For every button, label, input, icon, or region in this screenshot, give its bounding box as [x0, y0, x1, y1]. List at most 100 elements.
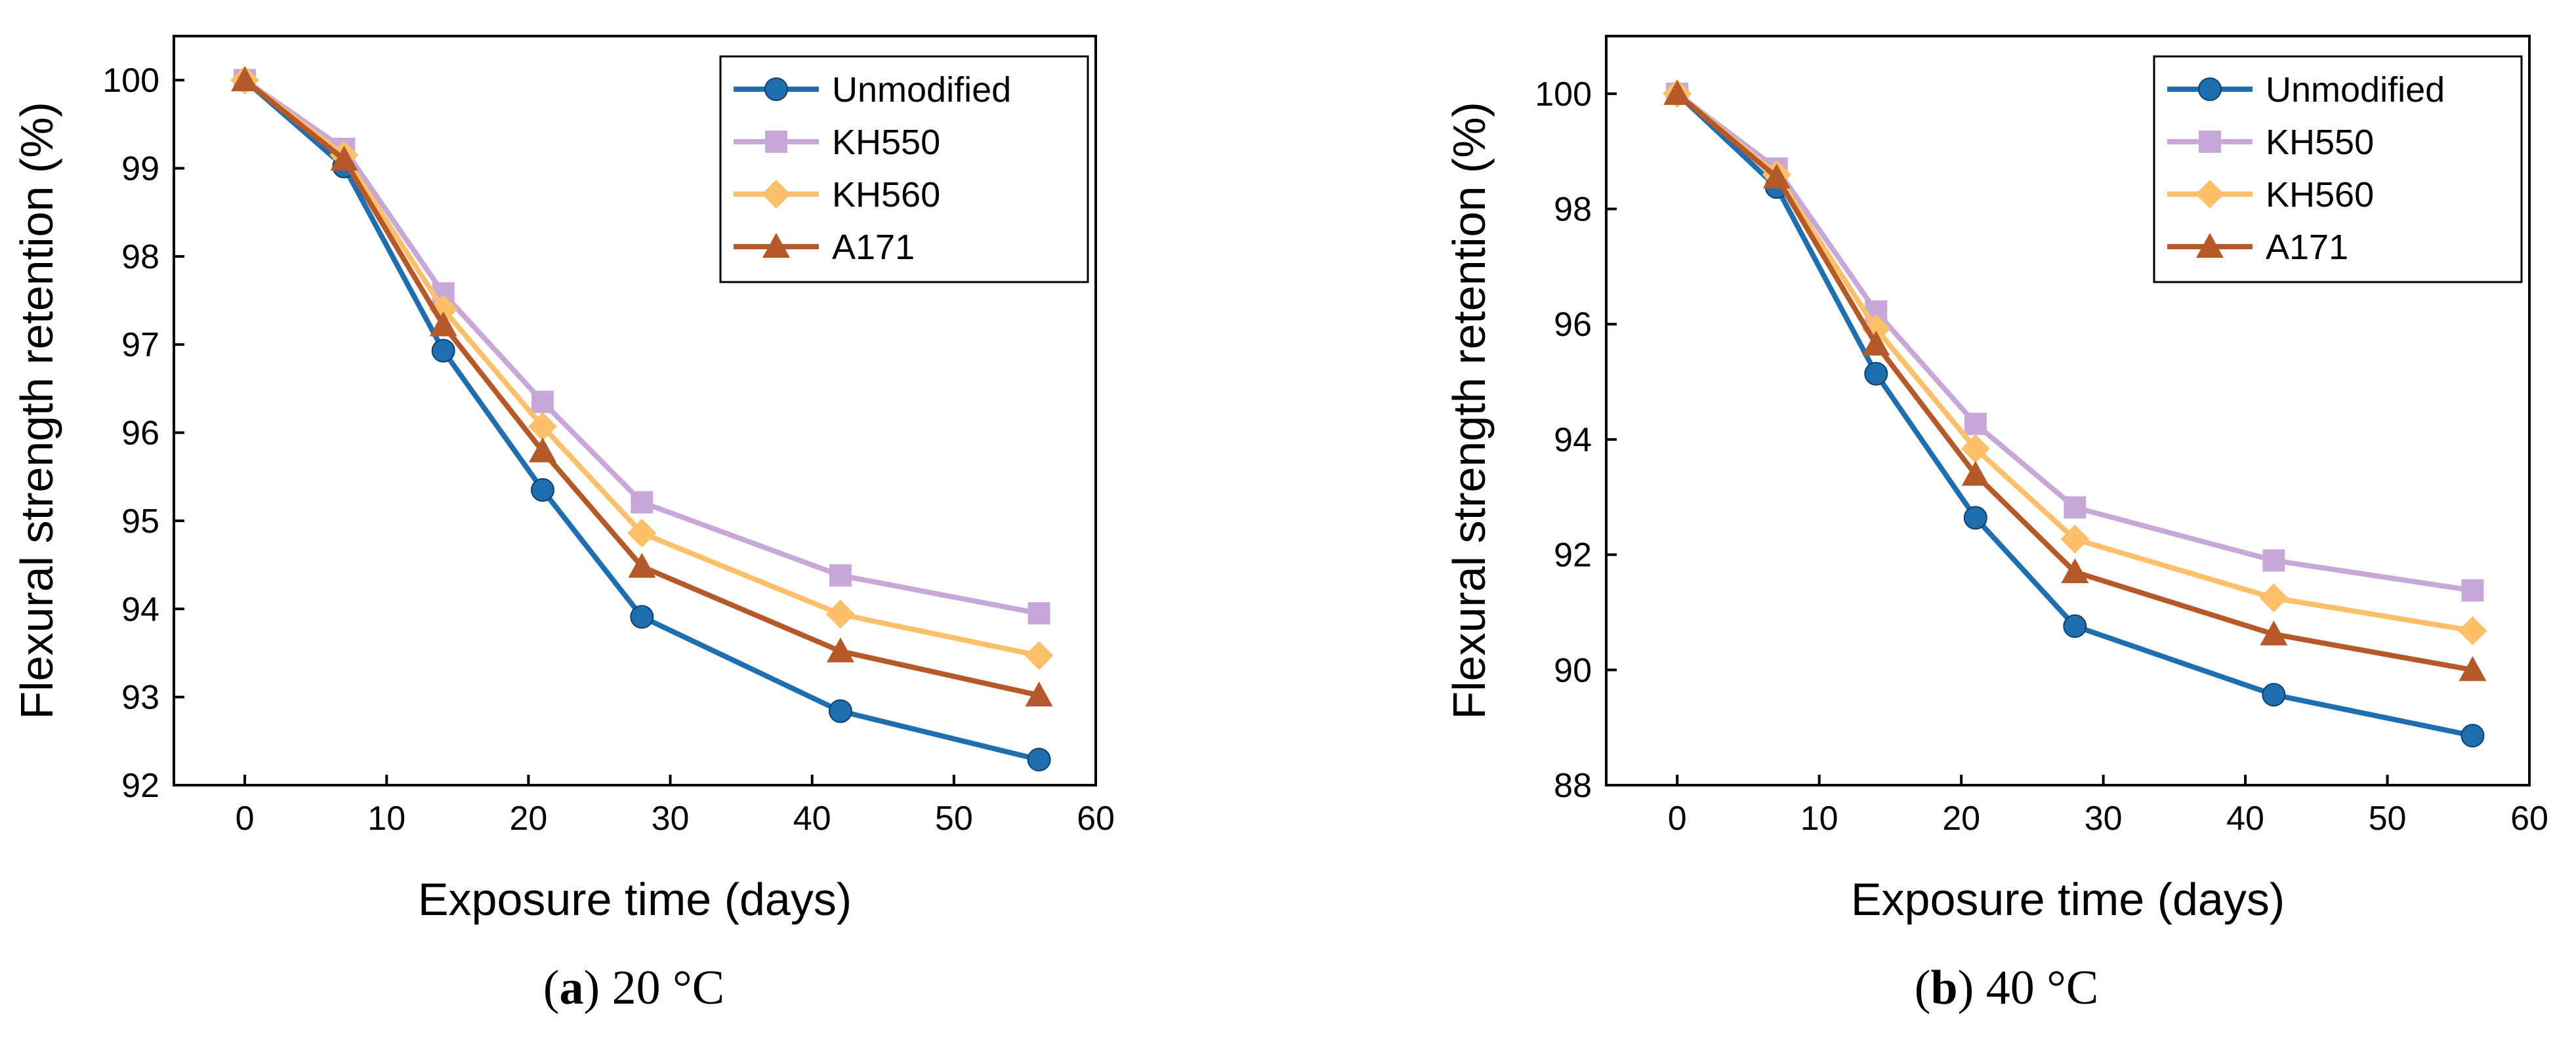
- x-tick-label: 10: [367, 800, 405, 838]
- data-point: [330, 146, 358, 171]
- x-tick-label: 60: [1077, 800, 1115, 838]
- legend-label: KH550: [2266, 123, 2374, 162]
- y-tick-label: 94: [1554, 421, 1592, 459]
- data-point: [2459, 656, 2487, 682]
- legend-label: Unmodified: [832, 70, 1011, 110]
- legend: Unmodified KH550 KH560 A171: [719, 55, 1089, 283]
- legend-label: KH550: [832, 123, 940, 162]
- legend-marker: [762, 180, 791, 209]
- data-point: [1028, 602, 1050, 625]
- data-point: [529, 437, 556, 462]
- legend-label: KH560: [2266, 175, 2374, 214]
- data-point: [2262, 549, 2285, 572]
- data-point: [531, 478, 554, 502]
- series-a171: [1663, 79, 2487, 682]
- legend-entry: KH550: [734, 123, 940, 162]
- data-point: [429, 311, 457, 337]
- data-point: [2260, 620, 2288, 645]
- data-point: [2259, 583, 2289, 613]
- data-point: [1025, 681, 1053, 706]
- y-tick-label: 95: [121, 502, 159, 541]
- legend-label: Unmodified: [2266, 70, 2445, 110]
- y-tick-label: 100: [1535, 75, 1592, 113]
- x-axis-label: Exposure time (days): [418, 874, 852, 925]
- data-point: [826, 637, 854, 663]
- legend-label: A171: [832, 228, 915, 267]
- y-tick-label: 94: [121, 590, 159, 628]
- legend-marker: [765, 131, 787, 153]
- data-point: [825, 600, 855, 629]
- data-point: [231, 66, 259, 92]
- x-tick-label: 0: [236, 800, 255, 838]
- data-point: [627, 518, 657, 548]
- series-a171: [231, 66, 1053, 706]
- caption-open: (: [543, 961, 560, 1015]
- legend-label: A171: [2266, 228, 2348, 267]
- caption-letter: b: [1930, 961, 1957, 1015]
- data-point: [630, 605, 654, 629]
- x-tick-label: 20: [509, 800, 547, 838]
- legend-marker: [2199, 131, 2221, 153]
- data-point: [1963, 506, 1987, 530]
- x-axis-label: Exposure time (days): [1851, 874, 2285, 925]
- legend-marker: [764, 77, 788, 101]
- y-tick-label: 99: [121, 150, 159, 188]
- data-point: [1964, 413, 1987, 436]
- y-tick-label: 96: [121, 415, 159, 453]
- data-point: [1861, 314, 1891, 344]
- panel-caption: (b) 40 °C: [1915, 961, 2098, 1015]
- x-tick-label: 40: [793, 800, 831, 838]
- x-tick-label: 40: [2226, 800, 2264, 838]
- y-tick-label: 92: [1554, 537, 1592, 575]
- data-point: [2461, 579, 2484, 602]
- chart-panel-b: 0 10 20 30 40 50 60 88 90 92 94 96 98 100 Exposure tim…: [1444, 35, 2548, 1015]
- legend-entry: A171: [734, 228, 915, 267]
- data-point: [431, 338, 455, 363]
- legend-marker: [2198, 77, 2222, 101]
- caption-rest: ) 20 °C: [584, 961, 725, 1015]
- y-tick-label: 93: [121, 679, 159, 717]
- data-point: [2064, 496, 2087, 519]
- caption-letter: a: [560, 961, 584, 1015]
- x-tick-label: 20: [1942, 800, 1980, 838]
- x-tick-label: 60: [2510, 800, 2548, 838]
- y-axis-label: Flexural strength retention (%): [1444, 102, 1495, 720]
- y-axis-label: Flexural strength retention (%): [11, 102, 62, 720]
- legend-entry: KH560: [734, 175, 940, 214]
- data-point: [1027, 748, 1051, 772]
- x-tick-label: 10: [1800, 800, 1839, 838]
- data-point: [1862, 330, 1890, 356]
- data-point: [2262, 683, 2286, 707]
- chart-panel-a: 0 10 20 30 40 50 60 92 93 94 95 96 97 98 99 100 Exposure…: [11, 35, 1115, 1015]
- caption-open: (: [1915, 961, 1931, 1015]
- plot-frame: [1605, 35, 2531, 786]
- legend-entry: KH560: [2167, 175, 2374, 214]
- y-tick-label: 96: [1554, 306, 1592, 344]
- data-point: [628, 552, 656, 578]
- y-tick-label: 97: [121, 326, 159, 364]
- data-point: [531, 390, 554, 413]
- x-tick-label: 50: [935, 800, 973, 838]
- legend-entry: Unmodified: [734, 70, 1011, 110]
- data-point: [1024, 641, 1054, 670]
- caption-rest: ) 40 °C: [1958, 961, 2099, 1015]
- data-point: [1663, 79, 1692, 105]
- plot-frame: [173, 35, 1097, 786]
- legend: Unmodified KH550 KH560 A171: [2153, 55, 2523, 283]
- y-tick-label: 90: [1554, 651, 1592, 689]
- x-tick-label: 50: [2369, 800, 2407, 838]
- data-point: [1864, 361, 1888, 386]
- legend-label: KH560: [832, 175, 940, 214]
- legend-entry: Unmodified: [2167, 70, 2445, 110]
- data-point: [2458, 616, 2487, 645]
- data-point: [828, 699, 852, 724]
- data-point: [528, 412, 557, 441]
- data-point: [1961, 460, 1989, 486]
- legend-marker: [2195, 180, 2224, 209]
- data-point: [1762, 163, 1791, 189]
- y-tick-label: 98: [1554, 191, 1592, 229]
- legend-marker: [762, 233, 790, 258]
- data-point: [2461, 724, 2485, 748]
- y-tick-label: 88: [1554, 767, 1592, 805]
